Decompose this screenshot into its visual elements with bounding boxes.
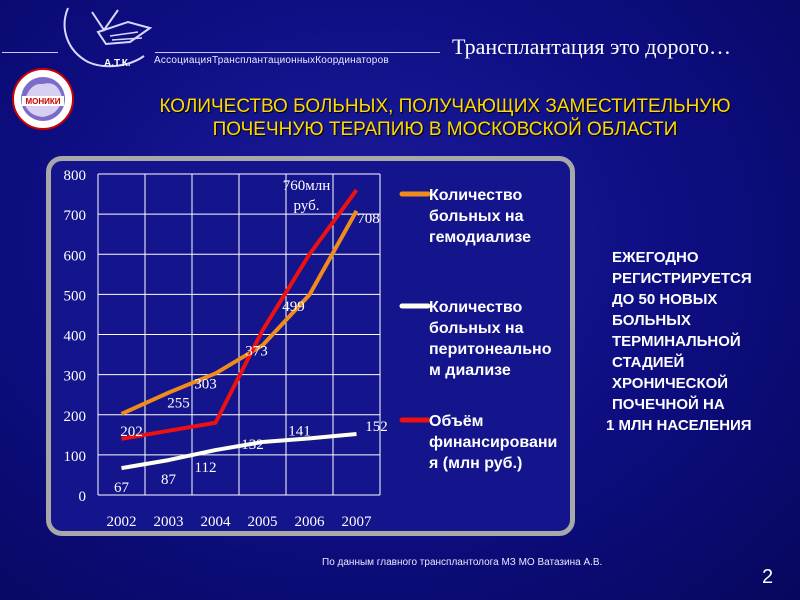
page-number: 2 (762, 566, 774, 588)
side-note-line: ПОЧЕЧНОЙ НА (612, 396, 725, 413)
slide-title-line2: ПОЧЕЧНУЮ ТЕРАПИЮ В МОСКОВСКОЙ ОБЛАСТИ (212, 119, 678, 140)
association-name: АссоциацияТрансплантационныхКоординаторо… (154, 55, 389, 66)
side-note-line: ЕЖЕГОДНО (612, 249, 699, 266)
side-note-line: ХРОНИЧЕСКОЙ (612, 375, 729, 392)
side-note: ЕЖЕГОДНО РЕГИСТРИРУЕТСЯ ДО 50 НОВЫХ БОЛЬ… (598, 247, 793, 436)
side-note-line: 1 МЛН НАСЕЛЕНИЯ (606, 417, 752, 434)
header-divider-left (2, 52, 58, 53)
side-note-line: СТАДИЕЙ (612, 354, 685, 371)
side-note-line: ДО 50 НОВЫХ (612, 291, 718, 308)
side-note-line: БОЛЬНЫХ (612, 312, 691, 329)
side-note-line: ТЕРМИНАЛЬНОЙ (612, 333, 741, 350)
header-divider-right (155, 52, 440, 53)
slide-title-line1: КОЛИЧЕСТВО БОЛЬНЫХ, ПОЛУЧАЮЩИХ ЗАМЕСТИТЕ… (159, 96, 731, 117)
header-title: Трансплантация это дорого… (452, 34, 731, 59)
moniki-logo-icon: МОНИКИ (12, 68, 74, 130)
atk-logo-text: А.Т.К. (104, 58, 131, 69)
side-note-line: РЕГИСТРИРУЕТСЯ (612, 270, 752, 287)
source-note: По данным главного трансплантолога МЗ МО… (322, 557, 603, 568)
atk-logo-icon: А.Т.К. (63, 7, 153, 69)
moniki-logo-text: МОНИКИ (25, 97, 60, 106)
slide-title: КОЛИЧЕСТВО БОЛЬНЫХ, ПОЛУЧАЮЩИХ ЗАМЕСТИТЕ… (100, 95, 790, 141)
chart-panel (46, 156, 575, 536)
